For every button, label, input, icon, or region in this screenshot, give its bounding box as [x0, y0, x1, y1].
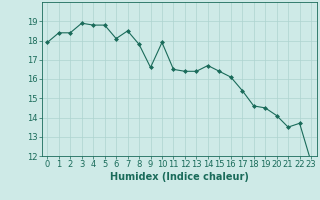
- X-axis label: Humidex (Indice chaleur): Humidex (Indice chaleur): [110, 172, 249, 182]
